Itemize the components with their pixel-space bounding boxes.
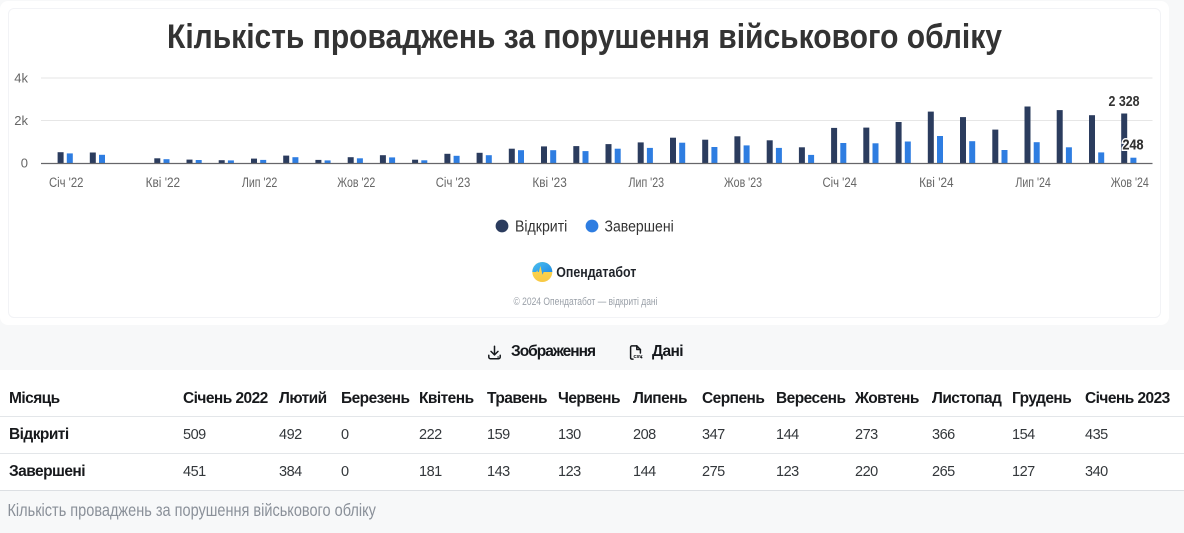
svg-text:Лип '24: Лип '24	[1015, 175, 1051, 190]
svg-text:Кві '23: Кві '23	[532, 175, 567, 190]
svg-text:Жов '22: Жов '22	[337, 175, 375, 190]
svg-text:Опендатабот: Опендатабот	[556, 265, 636, 281]
svg-text:248: 248	[1123, 138, 1144, 154]
svg-text:Кількість проваджень за поруше: Кількість проваджень за порушення військ…	[167, 18, 1002, 56]
svg-text:2k: 2k	[14, 113, 28, 128]
svg-text:csv: csv	[633, 354, 643, 360]
svg-text:Кві '22: Кві '22	[146, 175, 181, 190]
svg-text:Відкриті: Відкриті	[515, 219, 567, 236]
svg-text:Лип '23: Лип '23	[629, 175, 665, 190]
svg-text:Січ '24: Січ '24	[822, 175, 857, 190]
svg-text:2 328: 2 328	[1109, 94, 1140, 110]
svg-text:Січ '23: Січ '23	[436, 175, 471, 190]
svg-text:Завершені: Завершені	[605, 219, 674, 236]
svg-text:248: 248	[1123, 138, 1144, 154]
svg-text:0: 0	[21, 156, 28, 171]
svg-text:Жов '23: Жов '23	[724, 175, 762, 190]
svg-text:Січ '22: Січ '22	[49, 175, 84, 190]
svg-text:Жов '24: Жов '24	[1111, 175, 1149, 190]
svg-text:© 2024 Опендатабот — відкриті: © 2024 Опендатабот — відкриті дані	[514, 296, 658, 308]
svg-text:Кві '24: Кві '24	[919, 175, 954, 190]
svg-text:4k: 4k	[14, 71, 28, 86]
svg-text:Лип '22: Лип '22	[242, 175, 278, 190]
